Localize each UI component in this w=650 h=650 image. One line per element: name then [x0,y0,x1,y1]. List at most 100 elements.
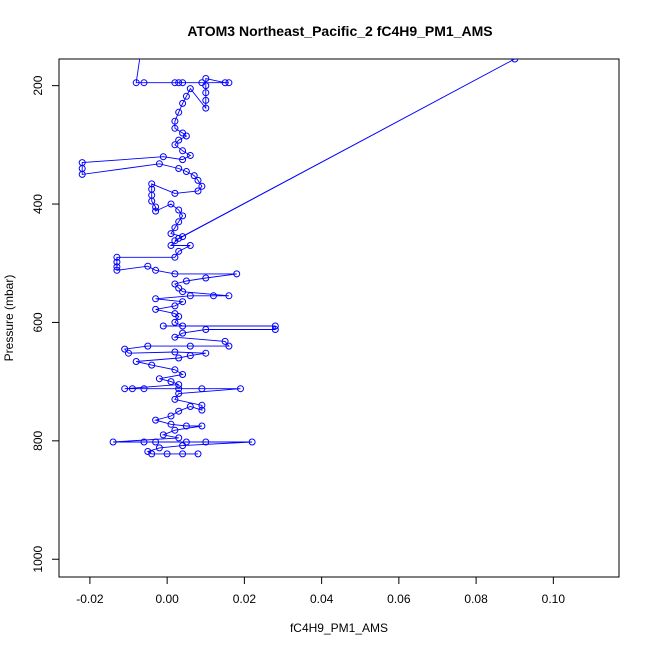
data-point [202,349,210,357]
data-point [171,237,179,245]
y-tick-label: 400 [31,194,45,214]
data-point [225,79,233,87]
data-point [152,207,160,215]
data-point [171,333,179,341]
data-point [202,104,210,112]
data-point [175,165,183,172]
data-point [113,258,121,266]
series-line [81,59,515,455]
data-point [167,412,175,420]
data-point [182,277,190,285]
data-point [155,375,163,383]
data-point [175,390,183,397]
data-point [175,247,183,255]
data-point [140,385,148,393]
data-point [182,422,190,430]
y-tick-label: 200 [31,75,45,95]
data-point [144,342,152,350]
data-point [140,79,148,87]
data-point [121,345,129,353]
data-point [198,385,206,393]
data-point [167,200,175,208]
data-point [171,117,179,125]
x-tick-label: -0.02 [76,592,104,606]
x-tick-label: 0.08 [464,592,488,606]
data-point [179,79,187,87]
data-point [202,326,210,333]
data-point [190,172,198,180]
data-point [511,59,519,63]
data-point [202,89,210,97]
data-point [175,284,183,292]
data-point [237,385,244,393]
data-point [194,450,202,458]
data-point [113,266,121,274]
data-point [233,270,241,278]
data-point [171,395,179,403]
data-point [171,280,179,288]
data-point [221,337,229,345]
data-point [132,79,140,87]
x-axis-label: fC4H9_PM1_AMS [290,621,388,635]
data-point [167,242,175,249]
data-point [109,438,117,446]
y-tick-label: 600 [31,312,45,332]
data-point [128,385,136,393]
data-point [186,292,194,300]
data-point [148,197,156,205]
data-point [152,438,160,446]
data-point [148,450,156,458]
data-point [171,124,179,132]
data-point [179,322,187,330]
data-point [125,349,132,357]
data-point [202,438,210,446]
x-tick-label: 0.10 [542,592,566,606]
data-point [159,153,167,161]
data-point [155,444,163,452]
data-point [179,288,187,296]
data-point [138,59,142,60]
y-axis: 200 400 600 800 1000 [31,75,60,573]
data-point [186,403,194,410]
data-point [171,141,179,149]
data-point [175,313,183,320]
chart-title: ATOM3 Northeast_Pacific_2 fC4H9_PM1_AMS [187,23,492,39]
data-point [113,253,121,261]
data-point [175,79,183,87]
data-point [179,233,187,241]
data-point [121,385,129,393]
data-point [171,426,179,434]
data-point [175,206,183,214]
data-point [152,416,160,424]
data-point [179,156,187,164]
data-point [179,212,187,220]
data-point [182,92,190,100]
x-tick-label: 0.04 [310,592,334,606]
data-point [179,450,187,458]
x-tick-label: 0.00 [155,592,179,606]
data-point [186,242,194,249]
data-point [271,326,279,333]
data-point [198,422,206,430]
data-point [140,438,148,446]
y-axis-label: Pressure (mbar) [2,275,16,362]
data-point [163,450,171,458]
y-tick-label: 800 [31,431,45,451]
data-point [152,203,160,211]
data-point [175,381,183,389]
data-point [171,318,179,326]
data-point [171,253,179,261]
data-point [171,224,179,232]
data-point [152,295,160,303]
x-tick-label: 0.02 [233,592,257,606]
data-point [171,348,179,356]
data-point [171,189,179,197]
data-point [182,168,190,175]
data-point [175,108,183,116]
data-point [225,342,233,350]
data-point [186,342,194,350]
data-point [202,274,210,282]
data-point [167,230,175,238]
data-point [159,322,167,330]
data-point [198,401,206,409]
